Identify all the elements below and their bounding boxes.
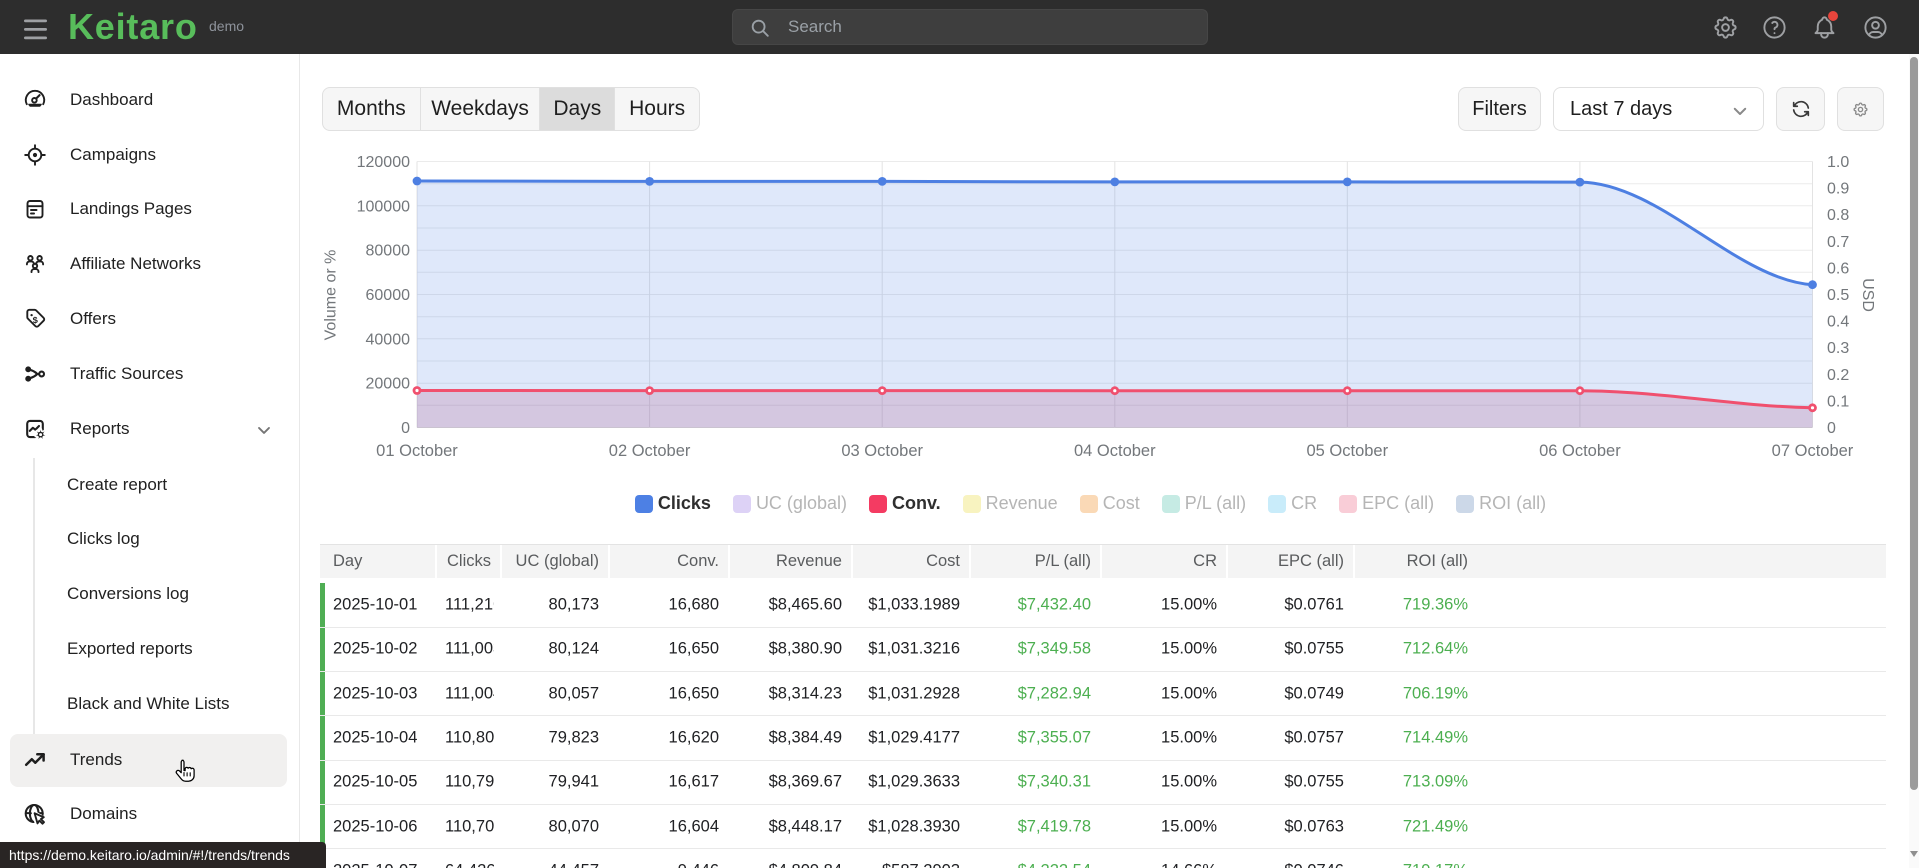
svg-text:USD: USD — [1859, 278, 1876, 312]
svg-text:04 October: 04 October — [1074, 442, 1156, 460]
svg-text:01 October: 01 October — [376, 442, 458, 460]
svg-text:05 October: 05 October — [1306, 442, 1388, 460]
svg-text:0.8: 0.8 — [1827, 207, 1849, 224]
svg-text:06 October: 06 October — [1539, 442, 1621, 460]
svg-text:Volume or %: Volume or % — [323, 250, 340, 341]
svg-text:1.0: 1.0 — [1827, 154, 1849, 171]
svg-text:0: 0 — [401, 420, 410, 437]
svg-text:20000: 20000 — [366, 376, 411, 393]
svg-text:0.5: 0.5 — [1827, 287, 1849, 304]
svg-text:0.4: 0.4 — [1827, 314, 1849, 331]
svg-text:0.1: 0.1 — [1827, 393, 1849, 410]
svg-text:0.6: 0.6 — [1827, 260, 1849, 277]
svg-text:0.3: 0.3 — [1827, 340, 1849, 357]
svg-text:120000: 120000 — [357, 154, 410, 171]
svg-text:0.9: 0.9 — [1827, 181, 1849, 198]
svg-text:0.2: 0.2 — [1827, 367, 1849, 384]
svg-text:100000: 100000 — [357, 198, 410, 215]
svg-text:07 October: 07 October — [1772, 442, 1854, 460]
svg-text:$: $ — [32, 315, 38, 325]
svg-text:03 October: 03 October — [841, 442, 923, 460]
svg-text:80000: 80000 — [366, 243, 411, 260]
svg-text:60000: 60000 — [366, 287, 411, 304]
svg-text:0: 0 — [1827, 420, 1836, 437]
svg-text:02 October: 02 October — [609, 442, 691, 460]
svg-text:40000: 40000 — [366, 331, 411, 348]
svg-text:0.7: 0.7 — [1827, 234, 1849, 251]
